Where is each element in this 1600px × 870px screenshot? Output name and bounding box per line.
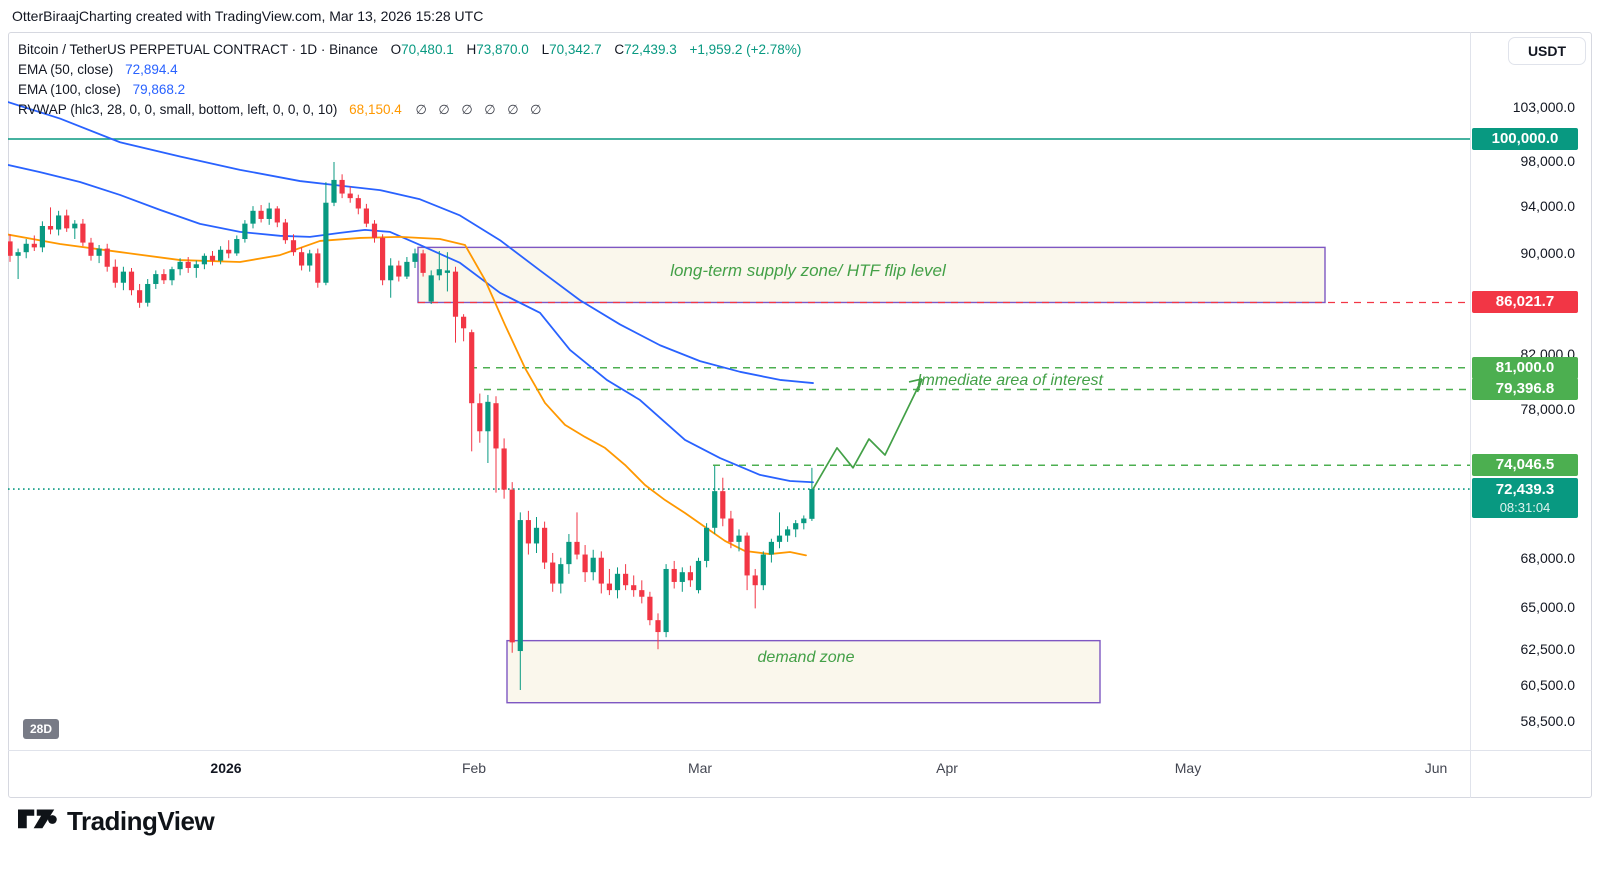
price-tick: 78,000.0 [1520, 400, 1576, 417]
price-tick: 94,000.0 [1520, 198, 1576, 215]
candles-layer [8, 162, 815, 691]
price-chart[interactable]: long-term supply zone/ HTF flip level dem… [8, 32, 1592, 750]
low-label: L [541, 42, 550, 57]
svg-text:Immediate area of interest: Immediate area of interest [917, 372, 1103, 389]
price-tick: 60,500.0 [1520, 676, 1576, 693]
symbol-title[interactable]: Bitcoin / TetherUS PERPETUAL CONTRACT · … [18, 42, 378, 57]
time-axis-separator [8, 750, 1592, 751]
projection-arrow [812, 378, 923, 490]
attribution-text: OtterBiraajCharting created with Trading… [12, 8, 484, 24]
overlay-ema-50 [8, 164, 814, 484]
rvwap-value: 68,150.4 [349, 102, 402, 117]
change-value: +1,959.2 (+2.78%) [689, 42, 802, 57]
time-axis-label: May [1174, 760, 1202, 776]
rvwap-name: RVWAP (hlc3, 28, 0, 0, small, bottom, le… [18, 102, 338, 117]
annotations-layer: long-term supply zone/ HTF flip level dem… [670, 261, 1103, 666]
currency-button[interactable]: USDT [1508, 37, 1586, 65]
price-tick: 68,000.0 [1520, 549, 1576, 566]
price-tick: 98,000.0 [1520, 152, 1576, 169]
tradingview-logo-icon [18, 809, 57, 828]
price-level-label: 86,021.7 [1472, 291, 1578, 314]
ema50-value: 72,894.4 [125, 62, 178, 77]
rvwap-null-values: ∅ ∅ ∅ ∅ ∅ ∅ [415, 102, 542, 117]
symbol-row: Bitcoin / TetherUS PERPETUAL CONTRACT · … [18, 40, 801, 60]
ema50-name: EMA (50, close) [18, 62, 114, 77]
svg-text:demand zone: demand zone [758, 649, 855, 666]
price-level-label: 79,396.8 [1472, 378, 1578, 401]
close-value: 72,439.3 [624, 42, 677, 57]
low-value: 70,342.7 [549, 42, 602, 57]
bar-countdown: 08:31:04 [1499, 500, 1551, 516]
indicator-row-rvwap[interactable]: RVWAP (hlc3, 28, 0, 0, small, bottom, le… [18, 100, 801, 120]
time-axis-label: Jun [1424, 760, 1448, 776]
tradingview-logo[interactable]: TradingView [18, 806, 215, 837]
price-level-label: 74,046.5 [1472, 454, 1578, 477]
price-level-label: 100,000.0 [1472, 128, 1578, 150]
time-axis-label: Feb [461, 760, 487, 776]
time-axis-label: Mar [687, 760, 713, 776]
ema100-value: 79,868.2 [132, 82, 186, 97]
indicator-row-ema100[interactable]: EMA (100, close) 79,868.2 [18, 80, 801, 100]
overlay-ema-100 [8, 101, 814, 384]
tradingview-logo-text: TradingView [67, 806, 215, 836]
svg-text:long-term supply zone/ HTF fli: long-term supply zone/ HTF flip level [670, 261, 947, 280]
open-value: 70,480.1 [401, 42, 454, 57]
indicator-row-ema50[interactable]: EMA (50, close) 72,894.4 [18, 60, 801, 80]
ema100-name: EMA (100, close) [18, 82, 121, 97]
high-label: H [466, 42, 477, 57]
price-tick: 58,500.0 [1520, 713, 1576, 730]
time-axis-label: Apr [936, 760, 958, 776]
price-level-label: 81,000.0 [1472, 356, 1578, 379]
high-value: 73,870.0 [476, 42, 529, 57]
open-label: O [390, 42, 402, 57]
price-tick: 90,000.0 [1520, 245, 1576, 262]
chart-legend: Bitcoin / TetherUS PERPETUAL CONTRACT · … [18, 40, 801, 120]
time-axis-label: 2026 [210, 760, 242, 776]
plot-area: long-term supply zone/ HTF flip level dem… [8, 101, 1470, 704]
close-label: C [614, 42, 625, 57]
interval-badge: 28D [23, 719, 60, 739]
price-tick: 62,500.0 [1520, 641, 1576, 658]
levels-layer [8, 138, 1470, 490]
zones-layer [417, 246, 1326, 704]
price-tick: 65,000.0 [1520, 598, 1576, 615]
price-tick: 103,000.0 [1512, 98, 1575, 115]
price-axis-separator [1470, 32, 1471, 798]
last-price-label: 72,439.3 08:31:04 [1472, 478, 1578, 519]
